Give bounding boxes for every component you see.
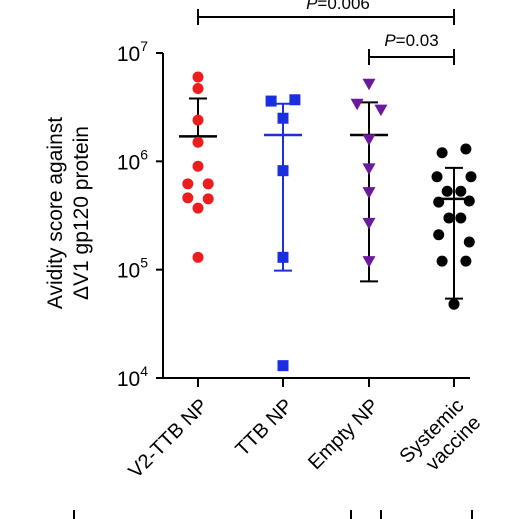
point-3-14 [448, 298, 460, 310]
category-label-1: TTB NP [232, 395, 298, 461]
point-3-7 [463, 195, 475, 207]
y-axis-title-line-2: ΔV1 gp120 protein [70, 126, 93, 300]
point-3-1 [460, 143, 472, 155]
point-3-12 [436, 255, 448, 267]
point-1-3 [277, 165, 289, 177]
point-3-10 [433, 229, 445, 241]
point-2-7 [362, 256, 376, 268]
point-2-5 [362, 187, 376, 199]
point-1-4 [277, 251, 289, 263]
category-label-2: Empty NP [304, 395, 383, 474]
point-3-3 [465, 171, 477, 183]
point-0-5 [182, 178, 194, 190]
point-0-0 [192, 71, 204, 83]
bottom-edge-marks [73, 510, 473, 519]
point-2-4 [362, 163, 376, 175]
point-3-11 [463, 236, 475, 248]
point-0-3 [192, 136, 204, 148]
category-label-0-line-0: V2-TTB NP [125, 395, 213, 483]
point-2-1 [350, 98, 364, 111]
y-tick-label-2: 106 [117, 146, 148, 174]
point-0-1 [192, 83, 204, 95]
point-0-9 [192, 202, 204, 214]
y-axis-title: Avidity score against ΔV1 gp120 protein [44, 117, 93, 309]
point-2-0 [362, 78, 376, 91]
comparison-brackets: P=0.006 P=0.03 [197, 0, 455, 65]
point-0-7 [182, 192, 194, 204]
point-1-0 [265, 95, 277, 107]
point-3-0 [436, 147, 448, 159]
point-2-3 [362, 134, 376, 146]
y-tick-label-0: 104 [117, 363, 148, 391]
point-3-13 [460, 255, 472, 267]
point-3-8 [443, 212, 455, 224]
y-ticks: 104 105 106 107 [117, 38, 163, 391]
point-2-2 [374, 104, 388, 117]
data-points [182, 71, 477, 372]
point-1-1 [289, 94, 301, 106]
comparison-0-label: P=0.006 [306, 0, 370, 13]
y-tick-label-3: 107 [117, 38, 148, 66]
point-0-8 [202, 193, 214, 205]
point-1-5 [277, 360, 289, 372]
point-0-6 [202, 178, 214, 190]
point-3-9 [455, 212, 467, 224]
error-bars [179, 97, 473, 300]
point-3-5 [455, 185, 467, 197]
point-0-2 [192, 114, 204, 126]
category-label-0: V2-TTB NP [125, 395, 213, 483]
point-1-2 [277, 112, 289, 124]
comparison-1-label: P=0.03 [384, 31, 438, 50]
y-axis-title-line-1: Avidity score against [44, 117, 67, 309]
point-3-4 [441, 185, 453, 197]
point-0-10 [192, 251, 204, 263]
y-tick-label-1: 105 [117, 255, 148, 283]
point-3-6 [433, 196, 445, 208]
point-2-6 [362, 217, 376, 230]
point-3-2 [431, 171, 443, 183]
category-label-1-line-0: TTB NP [232, 395, 298, 461]
category-label-2-line-0: Empty NP [304, 395, 383, 474]
x-ticks [197, 378, 455, 387]
point-0-4 [192, 160, 204, 172]
